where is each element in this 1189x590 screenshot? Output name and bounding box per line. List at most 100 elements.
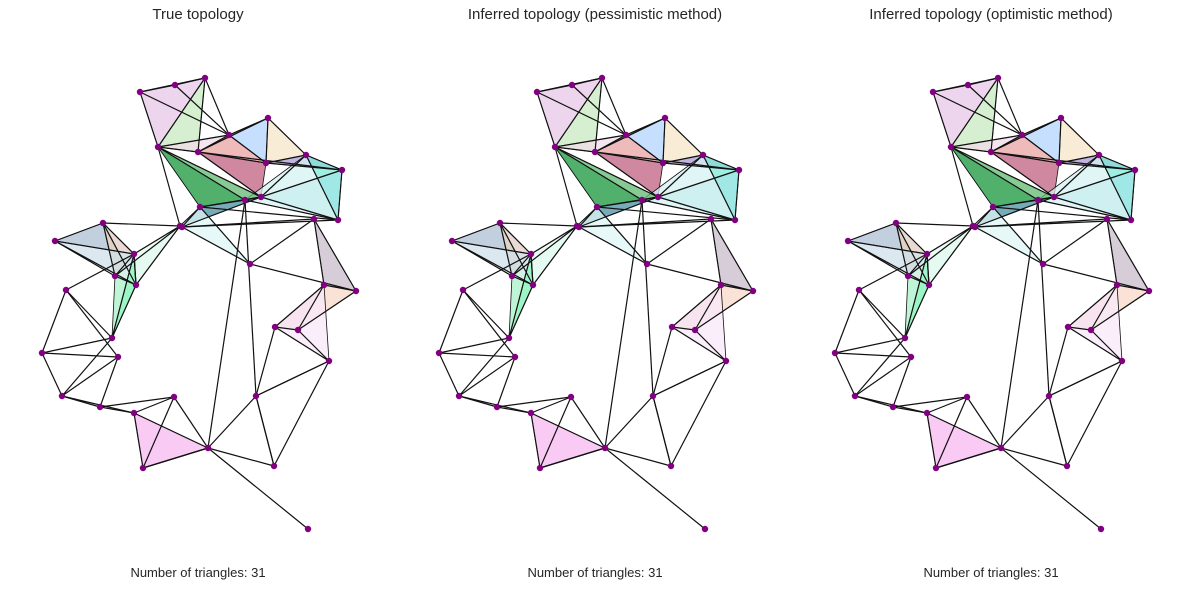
node-n4 <box>591 148 599 156</box>
node-n12 <box>638 196 646 204</box>
edge-n41-n42 <box>652 395 672 467</box>
node-n30 <box>901 334 909 342</box>
edge-n16-n18 <box>1106 218 1118 286</box>
node-n1 <box>171 81 179 89</box>
node-n38 <box>536 464 544 472</box>
node-n7 <box>659 159 667 167</box>
node-n34 <box>455 392 463 400</box>
node-n4 <box>987 148 995 156</box>
node-n19 <box>294 326 302 334</box>
edge-n24-n25 <box>54 222 104 242</box>
edge-n0-n5 <box>139 91 159 148</box>
node-n1 <box>964 81 972 89</box>
node-n8 <box>1095 151 1103 159</box>
edge-n4-n9 <box>197 151 343 171</box>
edge-n23-n28 <box>532 225 578 286</box>
edge-n32-n33 <box>834 352 912 358</box>
node-n32 <box>38 349 46 357</box>
edge-n0-n3 <box>932 91 1023 136</box>
edge-n24-n28 <box>499 222 534 286</box>
edge-n2-n3 <box>997 77 1023 136</box>
node-n21 <box>722 357 730 365</box>
edge-n17-n19 <box>297 290 357 331</box>
edge-n4-n6 <box>990 117 1062 153</box>
edge-n17-n18 <box>1116 284 1150 292</box>
edge-n5-n12 <box>950 146 1039 201</box>
edge-n5-n12 <box>554 146 643 201</box>
edge-n15-n16 <box>1042 218 1108 265</box>
network-diagram <box>435 74 757 533</box>
edge-n35-n37 <box>496 396 572 408</box>
edge-n21-n41 <box>670 360 727 467</box>
triangle-count: Number of triangles: 31 <box>527 565 663 580</box>
edge-n12-n40 <box>1000 199 1039 449</box>
edge-n40-n41 <box>604 447 672 467</box>
edge-n8-n9 <box>702 154 740 171</box>
edge-n12-n40 <box>604 199 643 449</box>
edge-n4-n9 <box>990 151 1136 171</box>
edge-n3-n5 <box>950 134 1023 148</box>
edge-n36-n38 <box>133 412 144 469</box>
edge-n37-n38 <box>142 396 175 469</box>
panel-title: Inferred topology (optimistic method) <box>869 6 1113 23</box>
edge-n12-n42 <box>641 199 654 397</box>
edge-n30-n31 <box>462 289 510 339</box>
edge-n18-n20 <box>671 284 722 328</box>
edge-n38-n40 <box>142 447 209 469</box>
edge-n15-n17 <box>1042 263 1150 292</box>
node-n0 <box>533 88 541 96</box>
edge-n31-n32 <box>41 289 67 354</box>
node-n0 <box>929 88 937 96</box>
edge-n14-n15 <box>578 226 648 265</box>
edge-n13-n15 <box>199 206 251 265</box>
edge-n31-n32 <box>834 289 860 354</box>
node-n27 <box>111 272 119 280</box>
edge-n4-n10 <box>594 151 659 198</box>
edge-n28-n30 <box>508 284 534 339</box>
edge-n23-n28 <box>928 225 974 286</box>
edge-n8-n11 <box>1098 154 1132 221</box>
edge-n14-n15 <box>974 226 1044 265</box>
edge-n6-n8 <box>664 117 704 156</box>
node-n22 <box>1045 392 1053 400</box>
node-n13 <box>593 203 601 211</box>
edge-n5-n23 <box>157 146 181 227</box>
edge-n19-n20 <box>671 326 696 331</box>
node-n25 <box>844 237 852 245</box>
edge-n7-n8 <box>265 154 307 164</box>
edge-n30-n34 <box>458 337 510 397</box>
edge-n31-n32 <box>438 289 464 354</box>
node-n12 <box>1034 196 1042 204</box>
node-n32 <box>435 349 443 357</box>
node-n7 <box>262 159 270 167</box>
edge-n21-n42 <box>1048 360 1123 397</box>
edge-n3-n5 <box>554 134 627 148</box>
node-n17 <box>352 287 360 295</box>
edge-n27-n28 <box>511 275 534 286</box>
edge-n9-n10 <box>657 169 740 198</box>
panel-title: True topology <box>152 6 244 23</box>
node-n27 <box>904 272 912 280</box>
edge-n8-n10 <box>657 154 704 198</box>
node-n31 <box>459 286 467 294</box>
node-n10 <box>1050 193 1058 201</box>
edge-n34-n36 <box>61 395 135 414</box>
node-n35 <box>889 403 897 411</box>
node-n24 <box>892 219 900 227</box>
edge-n23-n27 <box>511 225 578 277</box>
edge-n33-n35 <box>99 356 119 408</box>
node-n15 <box>246 260 254 268</box>
node-n43 <box>304 525 312 533</box>
node-n2 <box>598 74 606 82</box>
node-n41 <box>270 462 278 470</box>
edge-n33-n34 <box>458 356 516 397</box>
edge-n25-n26 <box>54 240 135 255</box>
edge-n30-n32 <box>41 337 113 354</box>
edge-n19-n20 <box>1067 326 1092 331</box>
node-n15 <box>643 260 651 268</box>
panel-optimistic-topology: Inferred topology (optimistic method) Nu… <box>793 0 1189 590</box>
node-n32 <box>831 349 839 357</box>
edge-n20-n22 <box>255 326 276 397</box>
edge-n21-n42 <box>255 360 330 397</box>
node-n33 <box>907 353 915 361</box>
